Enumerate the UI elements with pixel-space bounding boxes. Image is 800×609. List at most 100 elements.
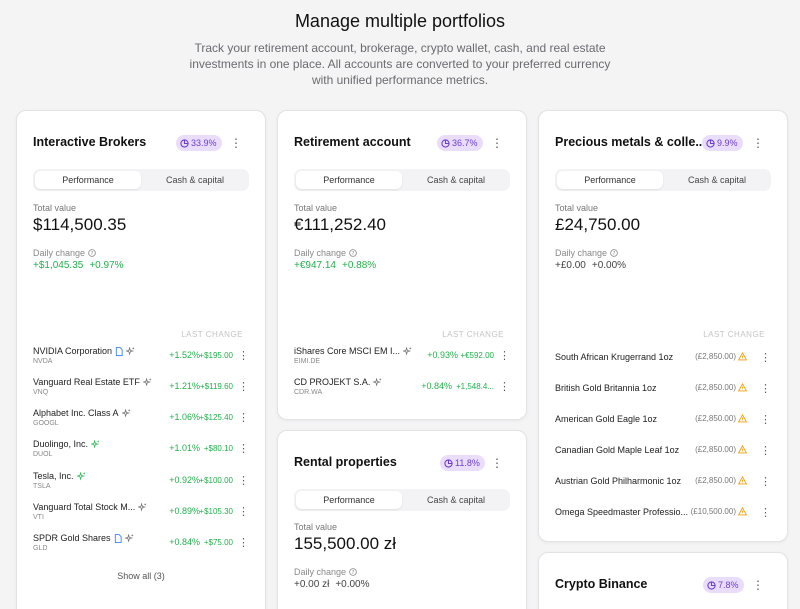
- document-icon[interactable]: [115, 346, 123, 356]
- card-menu-button[interactable]: ⋮: [230, 136, 242, 150]
- svg-text:?: ?: [352, 251, 355, 257]
- tab-performance[interactable]: Performance: [557, 171, 663, 189]
- holding-row[interactable]: Vanguard Total Stock M... VTI +0.89% +$1…: [33, 502, 249, 526]
- card-title: Rental properties: [294, 455, 397, 469]
- tab-performance[interactable]: Performance: [296, 491, 402, 509]
- warning-icon[interactable]: [738, 383, 747, 392]
- holding-menu-button[interactable]: ⋮: [760, 507, 771, 519]
- warning-icon[interactable]: [738, 476, 747, 485]
- holding-menu-button[interactable]: ⋮: [238, 537, 249, 549]
- holding-row[interactable]: NVIDIA Corporation NVDA +1.52% +$195.00 …: [33, 346, 249, 370]
- svg-text:?: ?: [613, 251, 616, 257]
- tab-cash-capital[interactable]: Cash & capital: [426, 175, 486, 185]
- tab-cash-capital[interactable]: Cash & capital: [426, 495, 486, 505]
- holding-menu-button[interactable]: ⋮: [760, 383, 771, 395]
- total-value: $114,500.35: [33, 215, 127, 234]
- tab-performance[interactable]: Performance: [35, 171, 141, 189]
- portfolio-card-retirement[interactable]: Retirement account 36.7% ⋮ Performance C…: [277, 110, 527, 420]
- holding-menu-button[interactable]: ⋮: [760, 476, 771, 488]
- holding-menu-button[interactable]: ⋮: [499, 350, 510, 362]
- holding-ticker: VNQ: [33, 389, 49, 396]
- holding-row[interactable]: iShares Core MSCI EM I... EIMI.DE +0.93%…: [294, 346, 510, 370]
- holding-value: (£2,850.00): [695, 352, 747, 361]
- portfolio-card-crypto[interactable]: Crypto Binance 7.8% ⋮: [538, 552, 788, 609]
- holding-pct: +0.92%: [169, 475, 200, 485]
- holding-row[interactable]: Vanguard Real Estate ETF VNQ +1.21% +$11…: [33, 377, 249, 401]
- holding-menu-button[interactable]: ⋮: [238, 412, 249, 424]
- holding-value: (£2,850.00): [695, 445, 747, 454]
- hero-title: Manage multiple portfolios: [294, 11, 506, 31]
- sparkle-icon[interactable]: [403, 346, 412, 356]
- holding-menu-button[interactable]: ⋮: [760, 352, 771, 364]
- holding-value: (£2,850.00): [695, 414, 747, 423]
- holding-row[interactable]: CD PROJEKT S.A. CDR.WA +0.84% +1,548.4..…: [294, 377, 510, 401]
- warning-icon[interactable]: [738, 352, 747, 361]
- holding-row[interactable]: South African Krugerrand 1oz (£2,850.00)…: [555, 352, 771, 366]
- card-menu-button[interactable]: ⋮: [491, 456, 503, 470]
- holding-row[interactable]: Tesla, Inc. TSLA +0.92% +$100.00 ⋮: [33, 471, 249, 495]
- holding-menu-button[interactable]: ⋮: [238, 381, 249, 393]
- card-title: Precious metals & colle...: [555, 135, 706, 149]
- holding-menu-button[interactable]: ⋮: [499, 381, 510, 393]
- holding-menu-button[interactable]: ⋮: [760, 414, 771, 426]
- holding-menu-button[interactable]: ⋮: [238, 506, 249, 518]
- show-all-link[interactable]: Show all (3): [117, 571, 165, 581]
- holding-row[interactable]: Omega Speedmaster Professio... (£10,500.…: [555, 507, 771, 521]
- warning-icon[interactable]: [738, 414, 747, 423]
- portfolio-card-rental[interactable]: Rental properties 11.8% ⋮ Performance Ca…: [277, 430, 527, 609]
- holding-row[interactable]: American Gold Eagle 1oz (£2,850.00) ⋮: [555, 414, 771, 428]
- holding-abs: +1,548.4...: [455, 382, 494, 391]
- holding-menu-button[interactable]: ⋮: [238, 350, 249, 362]
- pie-icon: [444, 458, 453, 468]
- holding-row[interactable]: SPDR Gold Shares GLD +0.84% +$75.00 ⋮: [33, 533, 249, 557]
- help-icon[interactable]: ?: [349, 249, 357, 257]
- sparkle-icon[interactable]: [76, 471, 86, 481]
- tab-performance[interactable]: Performance: [296, 171, 402, 189]
- sparkle-icon[interactable]: [138, 502, 147, 512]
- holding-ticker: GOOGL: [33, 420, 59, 427]
- holding-name: SPDR Gold Shares: [33, 533, 134, 543]
- card-tabs: Performance Cash & capital: [555, 169, 771, 191]
- holding-menu-button[interactable]: ⋮: [238, 475, 249, 487]
- portfolio-card-interactive-brokers[interactable]: Interactive Brokers 33.9% ⋮ Performance …: [16, 110, 266, 609]
- sparkle-icon[interactable]: [373, 377, 382, 387]
- holding-name: Omega Speedmaster Professio...: [555, 507, 689, 517]
- holding-name: Canadian Gold Maple Leaf 1oz: [555, 445, 680, 455]
- holding-pct: +0.84%: [169, 537, 200, 547]
- warning-icon[interactable]: [738, 507, 747, 516]
- card-menu-button[interactable]: ⋮: [491, 136, 503, 150]
- tab-cash-capital[interactable]: Cash & capital: [165, 175, 225, 185]
- holding-row[interactable]: Duolingo, Inc. DUOL +1.01% +$80.10 ⋮: [33, 439, 249, 463]
- daily-change-text: Daily change: [33, 248, 86, 258]
- help-icon[interactable]: ?: [88, 249, 96, 257]
- document-icon[interactable]: [114, 533, 122, 543]
- help-icon[interactable]: ?: [610, 249, 618, 257]
- sparkle-icon[interactable]: [121, 408, 131, 418]
- holding-row[interactable]: British Gold Britannia 1oz (£2,850.00) ⋮: [555, 383, 771, 397]
- daily-change-text: Daily change: [294, 248, 347, 258]
- card-menu-button[interactable]: ⋮: [752, 578, 764, 592]
- holding-abs: +$119.60: [200, 382, 233, 391]
- holding-row[interactable]: Alphabet Inc. Class A GOOGL +1.06% +$125…: [33, 408, 249, 432]
- portfolio-card-precious-metals[interactable]: Precious metals & colle... 9.9% ⋮ Perfor…: [538, 110, 788, 542]
- total-value-label: Total value: [555, 203, 599, 213]
- daily-change-label: Daily change ?: [555, 248, 618, 258]
- holding-menu-button[interactable]: ⋮: [238, 443, 249, 455]
- tab-cash-capital[interactable]: Cash & capital: [687, 175, 747, 185]
- total-value: £24,750.00: [555, 215, 641, 234]
- warning-icon[interactable]: [738, 445, 747, 454]
- holding-abs: +$80.10: [203, 444, 233, 453]
- total-value: €111,252.40: [294, 215, 387, 234]
- sparkle-icon[interactable]: [124, 533, 134, 543]
- sparkle-icon[interactable]: [91, 439, 100, 449]
- sparkle-icon[interactable]: [142, 377, 152, 387]
- holding-row[interactable]: Austrian Gold Philharmonic 1oz (£2,850.0…: [555, 476, 771, 490]
- holding-name: American Gold Eagle 1oz: [555, 414, 658, 424]
- holding-abs: +$125.40: [199, 413, 233, 422]
- hero-subtitle: Track your retirement account, brokerage…: [189, 41, 611, 87]
- holding-menu-button[interactable]: ⋮: [760, 445, 771, 457]
- sparkle-icon[interactable]: [126, 346, 135, 356]
- help-icon[interactable]: ?: [349, 568, 357, 576]
- holding-row[interactable]: Canadian Gold Maple Leaf 1oz (£2,850.00)…: [555, 445, 771, 459]
- card-menu-button[interactable]: ⋮: [752, 136, 764, 150]
